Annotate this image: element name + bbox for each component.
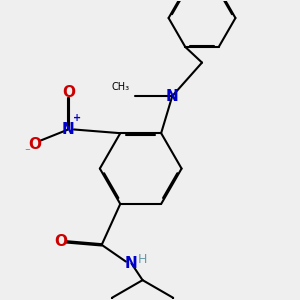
Text: +: + xyxy=(74,113,82,123)
Text: ⁻: ⁻ xyxy=(25,147,30,157)
Text: H: H xyxy=(138,253,147,266)
Text: O: O xyxy=(28,137,41,152)
Text: O: O xyxy=(62,85,75,100)
Text: N: N xyxy=(125,256,138,271)
Text: CH₃: CH₃ xyxy=(111,82,130,92)
Text: N: N xyxy=(62,122,75,137)
Text: O: O xyxy=(54,234,67,249)
Text: N: N xyxy=(166,88,179,104)
